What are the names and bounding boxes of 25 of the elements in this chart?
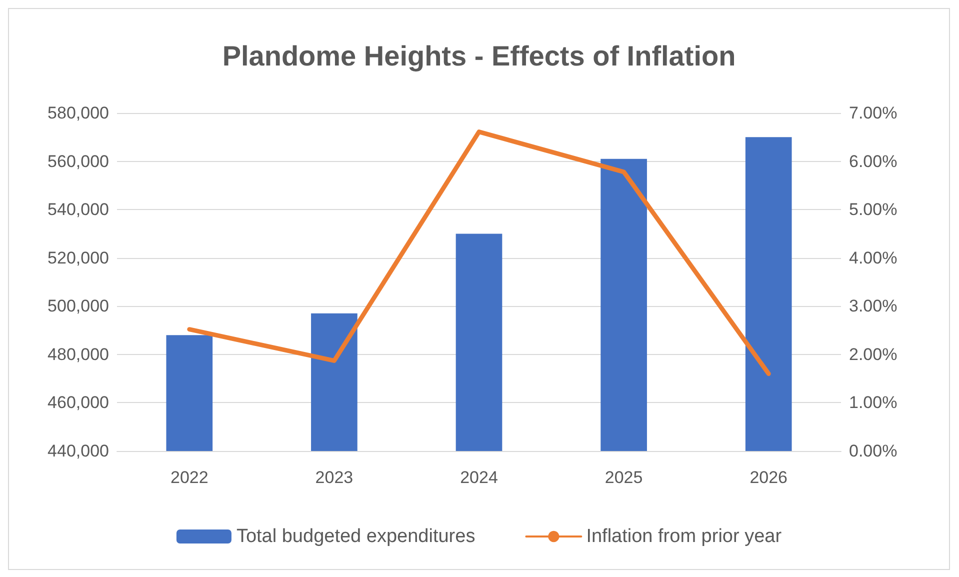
y-tick-label: 520,000 xyxy=(48,248,109,268)
y-tick-label: 500,000 xyxy=(48,296,109,316)
line-series xyxy=(187,130,771,376)
chart-title: Plandome Heights - Effects of Inflation xyxy=(222,40,736,72)
y2-tick-label: 0.00% xyxy=(849,442,898,460)
x-tick-label: 2024 xyxy=(460,468,498,487)
y2-tick-label: 6.00% xyxy=(849,152,898,171)
y-tick-label: 560,000 xyxy=(48,152,109,171)
x-tick-label: 2025 xyxy=(604,468,643,487)
y-tick-label: 460,000 xyxy=(48,393,109,412)
y-tick-label: 580,000 xyxy=(48,104,109,122)
legend-label: Total budgeted expenditures xyxy=(236,526,476,547)
x-tick-label: 2023 xyxy=(315,468,354,487)
y2-tick-label: 1.00% xyxy=(849,393,898,412)
y2-tick-label: 4.00% xyxy=(849,248,898,268)
y-tick-label: 440,000 xyxy=(48,442,109,460)
x-tick-label: 2026 xyxy=(750,468,788,487)
y2-tick-label: 5.00% xyxy=(849,200,898,220)
y2-tick-label: 2.00% xyxy=(849,344,898,364)
y2-tick-label: 3.00% xyxy=(849,296,898,316)
legend-label: Inflation from prior year xyxy=(586,526,782,547)
y2-tick-label: 7.00% xyxy=(849,104,898,122)
y-tick-label: 540,000 xyxy=(48,200,109,220)
x-tick-label: 2022 xyxy=(170,468,208,487)
y-tick-label: 480,000 xyxy=(48,344,109,364)
